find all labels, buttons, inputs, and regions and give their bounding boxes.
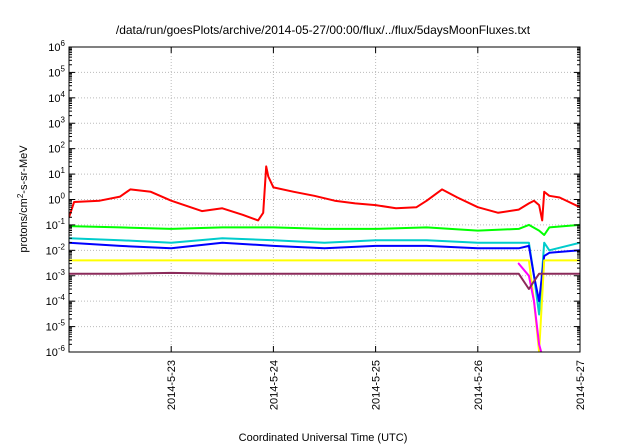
y-tick-label: 105 [48, 64, 65, 79]
y-tick-label: 106 [48, 39, 65, 54]
y-tick-label: 10-5 [46, 319, 66, 334]
x-tick-label: 2014-5-25 [371, 360, 383, 410]
y-axis-ticks: 10-6 10-5 10-4 10-3 10-2 10-1 100 101 102 103 104 1… [46, 39, 580, 359]
grid-lines [69, 47, 580, 352]
y-tick-label: 10-4 [46, 293, 66, 308]
series-layer [69, 165, 580, 352]
x-tick-label: 2014-5-23 [166, 360, 178, 410]
y-tick-label: 104 [48, 90, 65, 105]
series-line [69, 241, 580, 303]
y-axis-label: protons/cm2-s-sr-MeV [16, 145, 30, 253]
y-tick-label: 10-2 [46, 242, 66, 257]
x-tick-label: 2014-5-24 [268, 360, 280, 410]
series-line [69, 223, 580, 236]
series-line [69, 237, 580, 316]
y-tick-label: 100 [48, 192, 65, 207]
y-tick-label: 10-3 [46, 268, 66, 283]
series-line [69, 259, 580, 352]
x-tick-label: 2014-5-27 [575, 360, 587, 410]
y-tick-label: 10-6 [46, 344, 66, 359]
x-tick-label: 2014-5-26 [473, 360, 485, 410]
y-tick-label: 101 [48, 166, 65, 181]
series-line [69, 165, 580, 222]
y-tick-label: 103 [48, 115, 65, 130]
y-tick-label: 10-1 [46, 217, 66, 232]
y-tick-label: 102 [48, 141, 65, 156]
x-axis-ticks: 2014-5-23 2014-5-24 2014-5-25 2014-5-26 2014… [166, 47, 587, 410]
series-line [69, 271, 580, 290]
series-line [517, 262, 543, 352]
chart-title: /data/run/goesPlots/archive/2014-05-27/0… [116, 23, 531, 37]
x-axis-label: Coordinated Universal Time (UTC) [239, 432, 408, 444]
